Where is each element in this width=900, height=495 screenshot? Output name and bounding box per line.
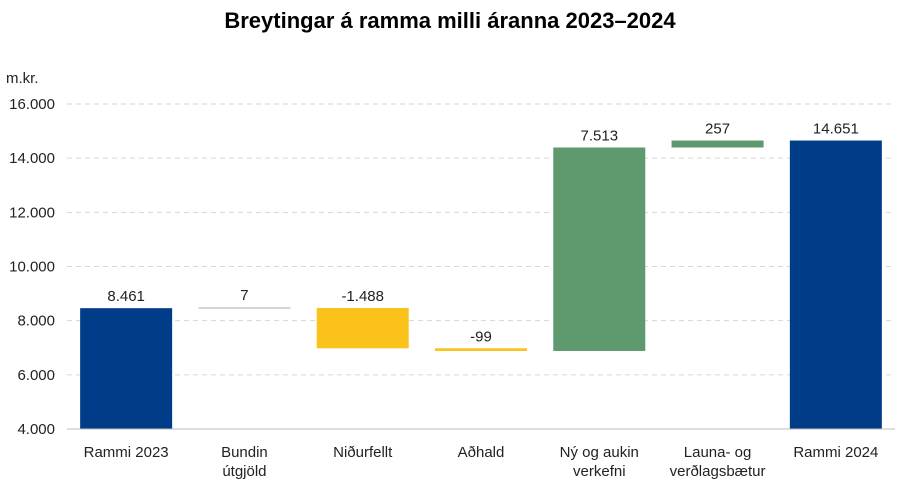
bar-4: [435, 348, 527, 351]
bar-6: [671, 140, 764, 148]
y-axis-ticks: 4.000 6.000 8.000 10.000 12.000 14.000 16.000: [9, 96, 55, 438]
y-tick-label: 16.000: [9, 96, 55, 113]
data-label: -1.488: [341, 288, 384, 305]
data-label: 257: [705, 121, 730, 138]
category-label: Launa- og: [684, 444, 752, 461]
data-label: 7.513: [581, 127, 619, 144]
category-label: útgjöld: [222, 463, 266, 480]
category-label: verkefni: [573, 463, 626, 480]
category-label: Niðurfellt: [333, 444, 393, 461]
bar-7: [789, 140, 882, 430]
bar-1: [80, 308, 173, 429]
bar-5: [553, 147, 646, 351]
y-tick-label: 12.000: [9, 204, 55, 221]
bar-3: [316, 307, 409, 349]
category-labels: Rammi 2023 Bundin útgjöld Niðurfellt Aðhald N…: [84, 444, 879, 480]
y-tick-label: 4.000: [17, 421, 55, 438]
category-label: Bundin: [221, 444, 268, 461]
bars: [80, 140, 882, 430]
data-labels: 8.461 7 -1.488 -99 7.513 257 14.651: [107, 121, 858, 346]
data-label: 14.651: [813, 121, 859, 138]
category-label: Ný og aukin: [560, 444, 639, 461]
y-tick-label: 8.000: [17, 313, 55, 330]
y-tick-label: 6.000: [17, 367, 55, 384]
category-label: Rammi 2024: [793, 444, 878, 461]
y-axis-unit-label: m.kr.: [6, 70, 39, 87]
data-label: -99: [470, 328, 492, 345]
data-label: 8.461: [107, 288, 145, 305]
y-tick-label: 10.000: [9, 259, 55, 276]
data-label: 7: [240, 287, 248, 304]
category-label: verðlagsbætur: [670, 463, 766, 480]
gridlines: [67, 103, 895, 376]
chart-title: Breytingar á ramma milli áranna 2023–202…: [224, 8, 676, 33]
category-label: Aðhald: [458, 444, 505, 461]
category-label: Rammi 2023: [84, 444, 169, 461]
bar-2: [198, 307, 291, 309]
y-tick-label: 14.000: [9, 150, 55, 167]
